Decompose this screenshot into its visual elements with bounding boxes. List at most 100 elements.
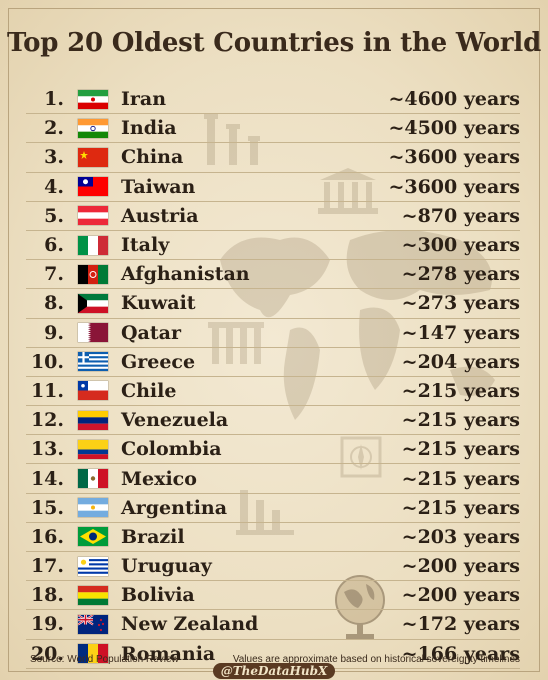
ruins-columns-icon <box>208 322 264 364</box>
country-name: Bolivia <box>121 584 195 607</box>
list-item: 13. Colombia ~215 years <box>26 435 520 465</box>
rank-number: 9. <box>44 321 64 344</box>
country-name: Venezuela <box>121 409 229 432</box>
list-item: 5. Austria ~870 years <box>26 202 520 231</box>
rank-number: 3. <box>44 146 64 169</box>
list-item: 15. Argentina ~215 years <box>26 494 520 523</box>
country-name: New Zealand <box>121 613 259 636</box>
rank-number: 10. <box>30 350 64 373</box>
chile-flag-icon <box>78 381 108 401</box>
brazil-flag-icon <box>78 527 108 547</box>
rank-number: 17. <box>30 555 64 578</box>
rank-number: 1. <box>44 88 64 111</box>
country-name: Chile <box>121 379 177 402</box>
qatar-flag-icon <box>78 323 108 343</box>
india-flag-icon <box>78 118 108 138</box>
list-item: 11. Chile ~215 years <box>26 377 520 407</box>
list-item: 3. China ~3600 years <box>26 143 520 173</box>
age-value: ~870 years <box>401 204 520 227</box>
new-zealand-flag-icon <box>77 614 108 634</box>
rank-number: 20. <box>30 642 64 665</box>
rank-number: 16. <box>30 525 64 548</box>
rank-number: 8. <box>44 292 64 315</box>
age-value: ~3600 years <box>388 175 520 198</box>
age-value: ~4600 years <box>388 88 520 111</box>
list-item: 19. New Zealand ~172 years <box>26 610 520 640</box>
list-item: 20. Romania ~166 years <box>26 640 520 669</box>
age-value: ~215 years <box>401 496 520 519</box>
age-value: ~215 years <box>401 409 520 432</box>
colombia-flag-icon <box>78 439 108 459</box>
austria-flag-icon <box>78 206 108 226</box>
taiwan-flag-icon <box>78 177 108 197</box>
age-value: ~147 years <box>401 321 520 344</box>
greece-flag-icon <box>78 352 108 372</box>
country-name: Austria <box>121 204 199 227</box>
china-flag-icon <box>78 147 108 167</box>
list-item: 17. Uruguay ~200 years <box>26 552 520 582</box>
rank-number: 19. <box>30 613 64 636</box>
rank-number: 6. <box>44 234 64 257</box>
footer: Source: World Population Review Values a… <box>30 654 520 665</box>
country-name: Colombia <box>121 438 222 461</box>
country-name: Taiwan <box>121 175 196 198</box>
rank-number: 4. <box>44 175 64 198</box>
bolivia-flag-icon <box>78 585 108 605</box>
argentina-flag-icon <box>78 498 108 518</box>
list-item: 7. Afghanistan ~278 years <box>26 260 520 290</box>
temple-ruins-icon <box>318 168 378 214</box>
country-name: Brazil <box>121 525 185 548</box>
page-title: Top 20 Oldest Countries in the World <box>6 28 542 58</box>
age-value: ~300 years <box>401 234 520 257</box>
country-list: 1. Iran ~4600 years 2. India ~4500 years 3. Chi… <box>26 85 520 669</box>
rank-number: 12. <box>30 409 64 432</box>
list-item: 18. Bolivia ~200 years <box>26 581 520 611</box>
mexico-flag-icon <box>78 469 108 489</box>
rank-number: 15. <box>30 496 64 519</box>
rank-number: 5. <box>44 204 64 227</box>
brand-handle: @TheDataHubX <box>0 663 548 679</box>
list-item: 10. Greece ~204 years <box>26 348 520 377</box>
age-value: ~204 years <box>401 350 520 373</box>
rank-number: 2. <box>44 117 64 140</box>
list-item: 9. Qatar ~147 years <box>26 319 520 348</box>
ancient-columns-icon <box>204 114 260 165</box>
rank-number: 7. <box>44 263 64 286</box>
country-name: Italy <box>121 234 170 257</box>
age-value: ~4500 years <box>388 117 520 140</box>
list-item: 4. Taiwan ~3600 years <box>26 173 520 202</box>
country-name: India <box>121 117 177 140</box>
handle-text: @TheDataHubX <box>212 663 336 679</box>
age-value: ~215 years <box>401 467 520 490</box>
country-name: Afghanistan <box>121 263 250 286</box>
broken-columns-icon <box>236 490 294 535</box>
country-name: Iran <box>121 88 167 111</box>
list-item: 12. Venezuela ~215 years <box>26 406 520 436</box>
rank-number: 11. <box>30 379 64 402</box>
age-value: ~200 years <box>401 584 520 607</box>
globe-icon <box>335 575 385 640</box>
italy-flag-icon <box>78 235 108 255</box>
age-value: ~203 years <box>401 525 520 548</box>
rank-number: 18. <box>30 584 64 607</box>
venezuela-flag-icon <box>78 410 108 430</box>
age-value: ~273 years <box>401 292 520 315</box>
country-name: Mexico <box>121 467 197 490</box>
country-name: Qatar <box>121 321 181 344</box>
source-text: Source: World Population Review <box>30 654 179 665</box>
list-item: 14. Mexico ~215 years <box>26 464 520 494</box>
list-item: 16. Brazil ~203 years <box>26 523 520 552</box>
romania-flag-icon <box>78 644 108 664</box>
country-name: Romania <box>121 642 216 665</box>
rank-number: 14. <box>30 467 64 490</box>
age-value: ~215 years <box>401 379 520 402</box>
country-name: Argentina <box>121 496 228 519</box>
age-value: ~200 years <box>401 555 520 578</box>
country-name: Kuwait <box>121 292 196 315</box>
country-name: China <box>121 146 184 169</box>
afghanistan-flag-icon <box>78 264 108 284</box>
country-name: Greece <box>121 350 196 373</box>
age-value: ~3600 years <box>388 146 520 169</box>
age-value: ~278 years <box>401 263 520 286</box>
